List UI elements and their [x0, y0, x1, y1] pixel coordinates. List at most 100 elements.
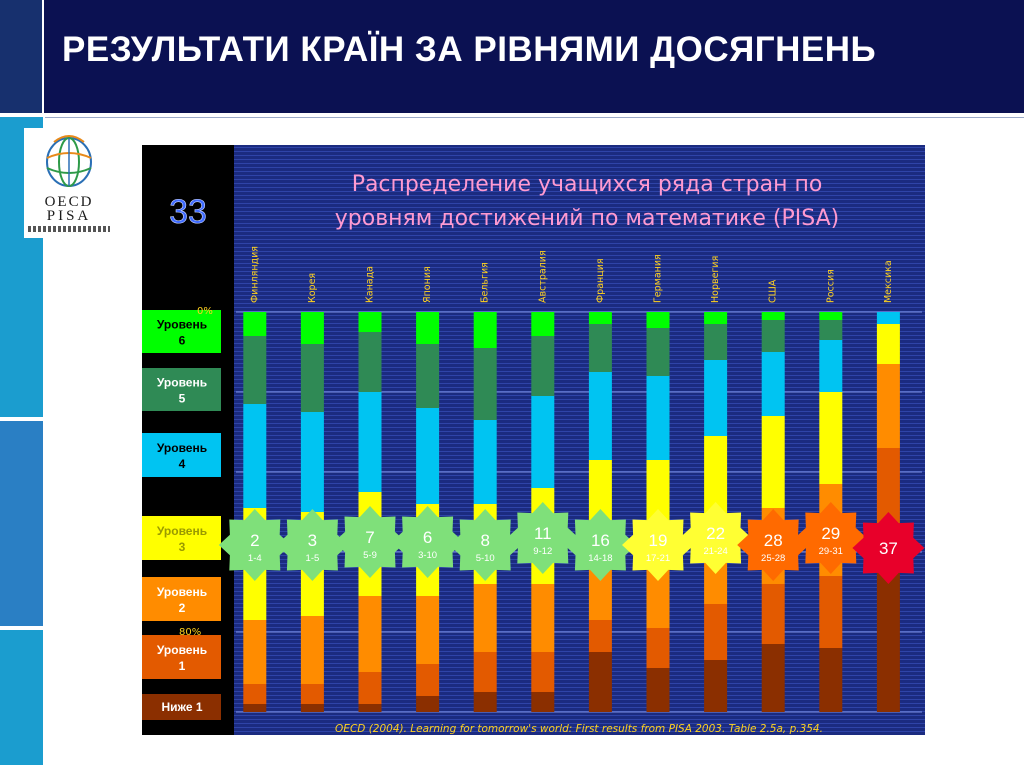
legend-label: 1	[179, 659, 186, 673]
legend-swatch	[142, 310, 221, 353]
rank-range: 3-10	[418, 550, 437, 561]
country-label: Германия	[653, 254, 664, 303]
legend-label: 2	[179, 601, 186, 615]
bar-segment	[704, 324, 728, 360]
sidebar-divider	[43, 117, 45, 765]
rank-badge-shape	[506, 502, 579, 574]
legend-label: Ниже 1	[161, 700, 202, 714]
bar-segment	[531, 336, 555, 396]
slide-header: РЕЗУЛЬТАТИ КРАЇН ЗА РІВНЯМИ ДОСЯГНЕНЬ	[0, 0, 1024, 113]
rank-range: 9-12	[533, 546, 552, 557]
bar-segment	[761, 584, 785, 644]
rank-value: 28	[764, 531, 783, 550]
bar-segment	[473, 348, 497, 420]
bar-segment	[358, 672, 382, 704]
rank-badge-shape	[737, 509, 810, 581]
bar-segment	[416, 344, 440, 408]
legend-item: Уровень 4	[142, 433, 221, 477]
rank-badge-shape	[276, 509, 349, 581]
rank-badge-shape	[218, 509, 291, 581]
country-label: Франция	[595, 258, 606, 303]
bar-segment	[819, 576, 843, 648]
country-label: Бельгия	[480, 262, 491, 303]
rank-badge: 11 9-12	[506, 502, 579, 574]
chart-source: OECD (2004). Learning for tomorrow's wor…	[335, 723, 823, 735]
bar-segment	[531, 396, 555, 488]
bar-segment	[300, 616, 324, 684]
rank-badge-shape	[794, 502, 867, 574]
legend-label: Уровень	[157, 524, 207, 538]
rank-badge-shape	[622, 509, 694, 581]
bar-segment	[819, 340, 843, 392]
bar-segment	[819, 320, 843, 340]
bar-segment	[761, 416, 785, 508]
rank-badge: 22 21-24	[679, 502, 752, 574]
legend-swatch	[142, 577, 221, 621]
bar-segment	[876, 324, 900, 364]
bar-segment	[876, 312, 900, 324]
rank-value: 19	[649, 531, 668, 550]
country-label: Мексика	[883, 260, 894, 303]
bar-segment	[473, 584, 497, 652]
legend-label: Уровень	[157, 441, 207, 455]
rank-badge: 8 5-10	[449, 509, 522, 581]
bar-segment	[646, 668, 670, 712]
legend-swatch	[142, 635, 221, 679]
bar-segment	[646, 376, 670, 460]
country-label: Россия	[825, 269, 836, 303]
bar-segment	[358, 392, 382, 492]
bar-segment	[243, 336, 267, 404]
page-number: 33	[169, 193, 207, 231]
rank-value: 37	[879, 539, 898, 558]
slide-title: РЕЗУЛЬТАТИ КРАЇН ЗА РІВНЯМИ ДОСЯГНЕНЬ	[62, 30, 877, 69]
bar-segment	[416, 596, 440, 664]
country-label: Финляндия	[249, 246, 260, 303]
bar-segment	[358, 596, 382, 672]
bar-segment	[588, 372, 612, 460]
bar-segment	[761, 352, 785, 416]
bar-segment	[531, 312, 555, 336]
bar-segment	[473, 420, 497, 504]
rank-range: 5-9	[363, 550, 377, 561]
logo-tagline	[28, 226, 110, 232]
rank-value: 7	[365, 528, 374, 547]
legend-swatch	[142, 368, 221, 411]
rank-badge: 75-9	[334, 506, 406, 578]
country-label: Япония	[422, 266, 433, 303]
bar-segment	[704, 660, 728, 712]
bar-segment	[416, 312, 440, 344]
rank-badge-shape	[852, 512, 925, 584]
legend-swatch	[142, 694, 221, 720]
rank-value: 22	[706, 524, 725, 543]
sidebar-stripe-middle	[0, 421, 43, 626]
bar-segment	[300, 344, 324, 412]
bar-segment	[243, 312, 267, 336]
bar-segment	[761, 312, 785, 320]
rank-value: 3	[308, 531, 317, 550]
legend-label: Уровень	[157, 318, 207, 332]
sidebar-stripe-bottom	[0, 630, 43, 765]
bar-segment	[819, 648, 843, 712]
country-label: Норвегия	[710, 256, 721, 303]
bar-segment	[704, 312, 728, 324]
bar-segment	[531, 652, 555, 692]
rank-value: 16	[591, 531, 610, 550]
rank-value: 29	[821, 524, 840, 543]
pisa-stacked-bar-chart: 33 Распределение учащихся ряда стран по …	[142, 145, 925, 735]
rank-badge: 31-5	[276, 509, 349, 581]
rank-range: 17-21	[646, 553, 670, 564]
globe-icon	[46, 135, 92, 187]
bar-segment	[704, 436, 728, 532]
rank-badge: 21-4	[218, 509, 291, 581]
rank-badge: 28 25-28	[737, 509, 810, 581]
logo-text-pisa: PISA	[46, 208, 92, 224]
rank-badge-shape	[449, 509, 522, 581]
bar-segment	[243, 620, 267, 684]
bar-segment	[416, 408, 440, 504]
rank-range: 1-5	[306, 553, 320, 564]
bar-segment	[358, 312, 382, 332]
bar-segment	[243, 704, 267, 712]
rank-badge: 19 17-21	[622, 509, 694, 581]
legend-item: Уровень 1	[142, 635, 221, 679]
bar-segment	[588, 312, 612, 324]
